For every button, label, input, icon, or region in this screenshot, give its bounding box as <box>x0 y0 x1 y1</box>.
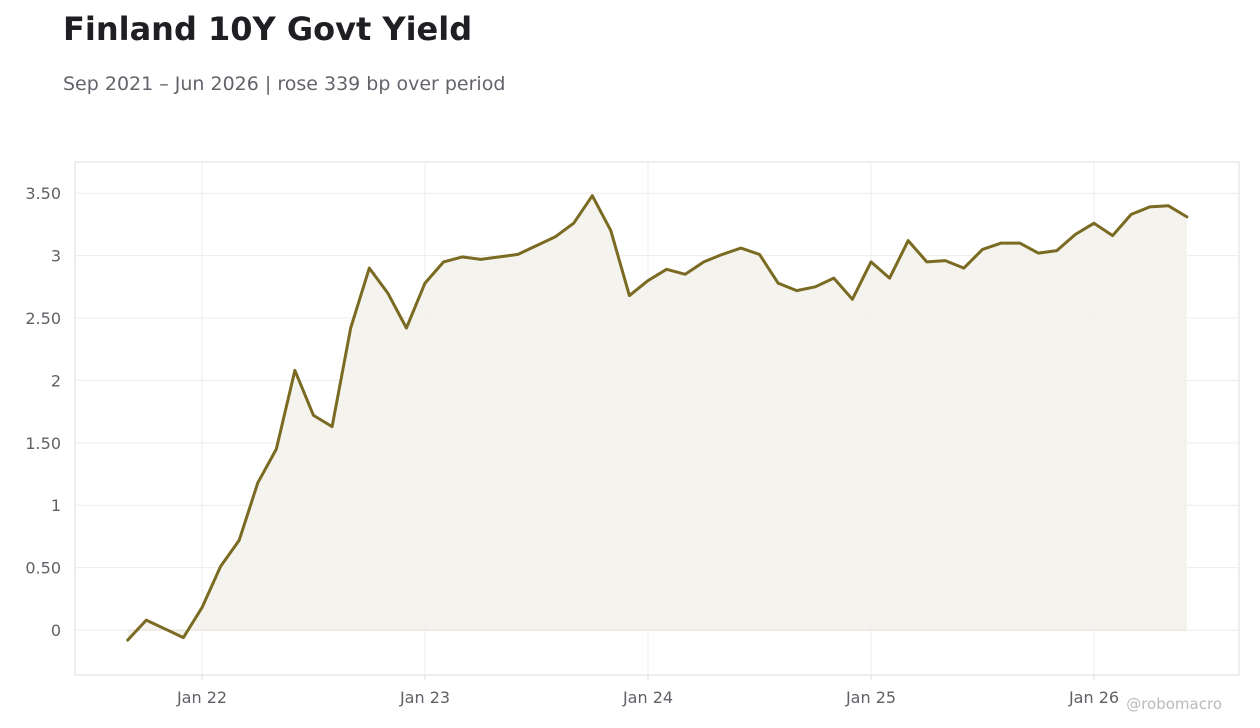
yield-area-fill <box>127 195 1187 641</box>
y-tick-label: 2 <box>51 371 61 390</box>
y-tick-label: 1 <box>51 496 61 515</box>
x-tick-label: Jan 22 <box>176 688 227 707</box>
y-tick-label: 1.50 <box>25 434 61 453</box>
x-tick-label: Jan 24 <box>622 688 673 707</box>
x-tick-label: Jan 23 <box>399 688 450 707</box>
chart-title: Finland 10Y Govt Yield <box>63 10 473 48</box>
yield-series-line <box>126 194 1189 642</box>
watermark: @robomacro <box>1126 695 1222 713</box>
y-tick-label: 3 <box>51 247 61 266</box>
x-tick-label: Jan 26 <box>1068 688 1119 707</box>
y-tick-label: 3.50 <box>25 184 61 203</box>
y-tick-label: 0.50 <box>25 559 61 578</box>
x-tick-label: Jan 25 <box>845 688 896 707</box>
y-tick-label: 2.50 <box>25 309 61 328</box>
y-tick-label: 0 <box>51 621 61 640</box>
chart-subtitle: Sep 2021 – Jun 2026 | rose 339 bp over p… <box>63 73 506 95</box>
